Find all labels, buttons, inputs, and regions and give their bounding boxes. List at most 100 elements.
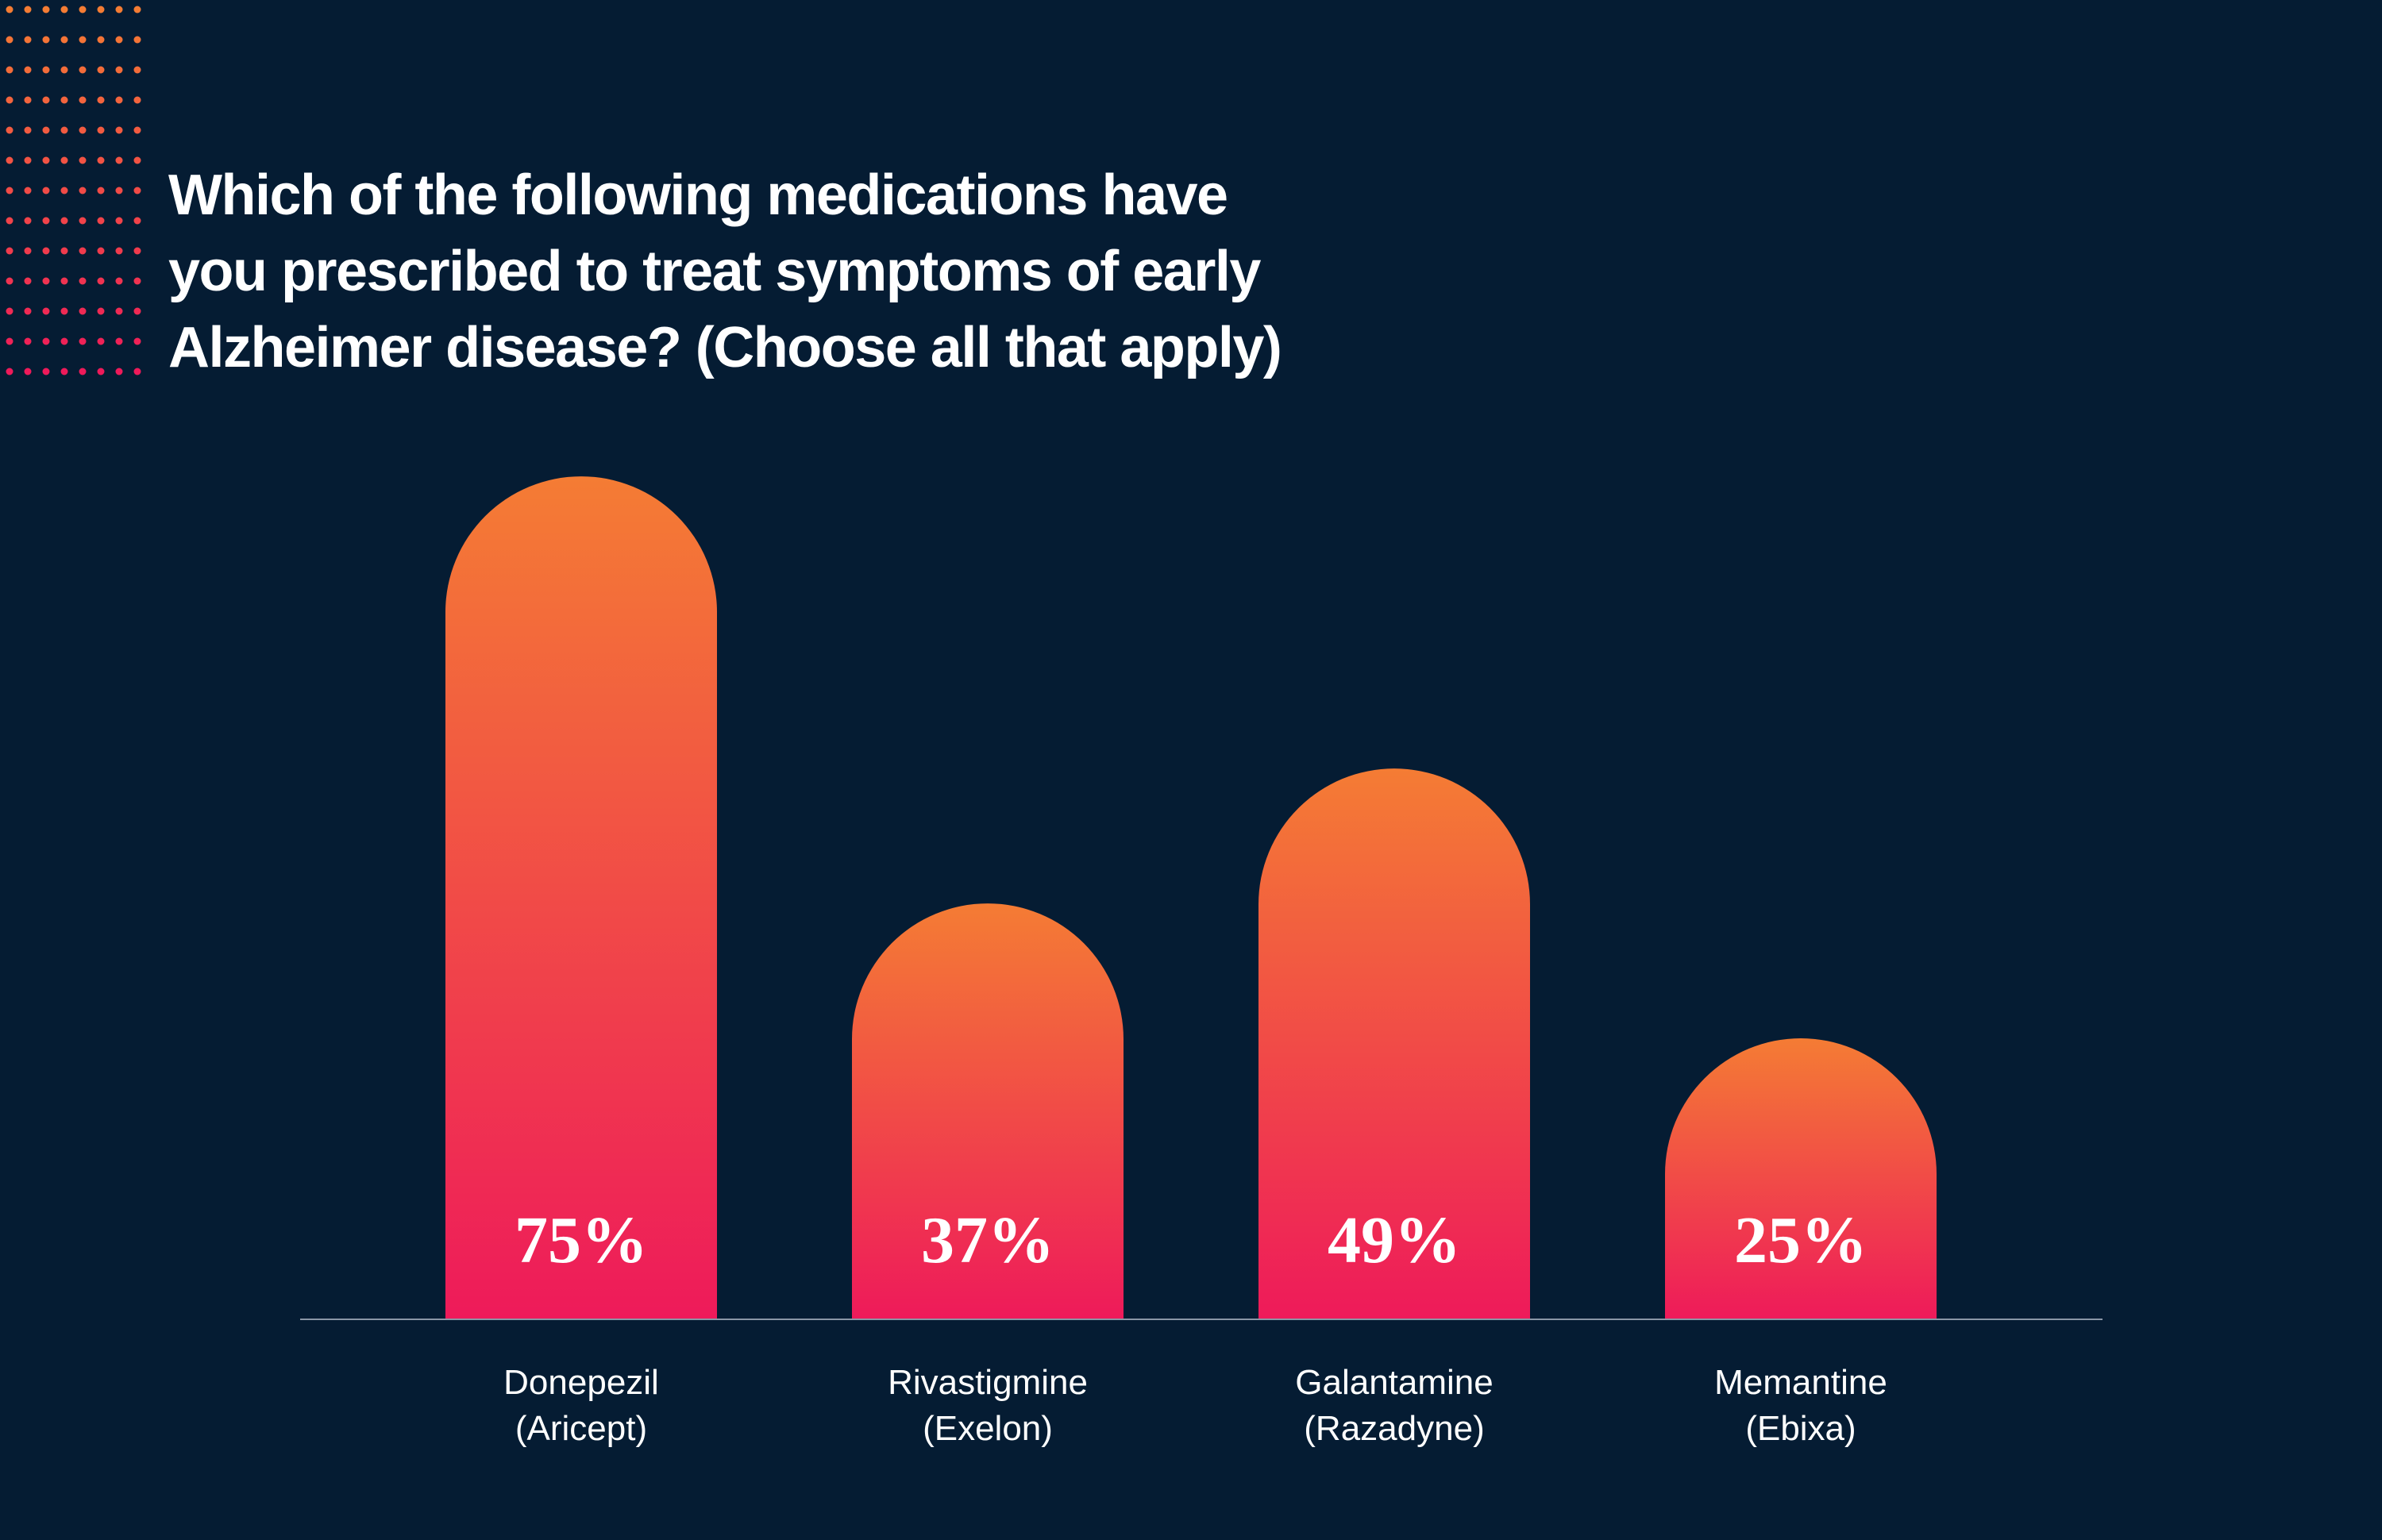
decorative-dot — [24, 217, 32, 225]
chart-title: Which of the following medications have … — [168, 157, 1518, 386]
decorative-dot — [97, 36, 105, 44]
decorative-dot — [115, 217, 123, 225]
chart-title-line-3: Alzheimer disease? (Choose all that appl… — [168, 316, 1282, 379]
decorative-dot — [133, 96, 141, 104]
decorative-dot — [79, 96, 87, 104]
decorative-dot — [133, 277, 141, 285]
decorative-dot — [60, 307, 68, 315]
decorative-dot — [115, 36, 123, 44]
decorative-dot — [79, 337, 87, 345]
decorative-dot — [115, 96, 123, 104]
decorative-dot — [24, 337, 32, 345]
decorative-dot — [24, 36, 32, 44]
decorative-dot — [6, 187, 13, 194]
bar-value-label: 49% — [1328, 1203, 1461, 1277]
decorative-dot — [42, 187, 50, 194]
decorative-dot — [133, 247, 141, 255]
decorative-dot — [24, 6, 32, 13]
decorative-dot — [60, 368, 68, 375]
decorative-dot — [97, 126, 105, 134]
decorative-dot — [115, 368, 123, 375]
decorative-dot — [42, 66, 50, 74]
decorative-dot — [42, 247, 50, 255]
decorative-dot — [97, 247, 105, 255]
bar — [1258, 768, 1530, 1319]
decorative-dot — [133, 66, 141, 74]
decorative-dot — [6, 126, 13, 134]
chart-title-line-2: you prescribed to treat symptoms of earl… — [168, 240, 1261, 303]
decorative-dot — [42, 368, 50, 375]
category-label: Donepezil — [503, 1363, 659, 1402]
decorative-dot — [97, 187, 105, 194]
decorative-dot — [42, 126, 50, 134]
decorative-dot — [97, 96, 105, 104]
decorative-dot — [24, 277, 32, 285]
decorative-dot — [79, 217, 87, 225]
decorative-dot — [79, 368, 87, 375]
decorative-dot — [6, 36, 13, 44]
bar — [445, 476, 717, 1319]
decorative-dot — [6, 96, 13, 104]
decorative-dot — [97, 217, 105, 225]
decorative-dot — [6, 277, 13, 285]
decorative-dot — [133, 6, 141, 13]
decorative-dot — [60, 217, 68, 225]
decorative-dot — [115, 307, 123, 315]
decorative-dot — [79, 187, 87, 194]
decorative-dot — [60, 156, 68, 164]
decorative-dot — [79, 66, 87, 74]
decorative-dot — [115, 6, 123, 13]
category-sublabel: (Razadyne) — [1304, 1409, 1484, 1448]
decorative-dot — [24, 187, 32, 194]
bar-value-label: 25% — [1734, 1203, 1867, 1277]
decorative-dot — [42, 96, 50, 104]
decorative-dot — [6, 337, 13, 345]
decorative-dot — [115, 277, 123, 285]
decorative-dot — [133, 126, 141, 134]
decorative-dot — [79, 277, 87, 285]
decorative-dot — [133, 36, 141, 44]
decorative-dot — [97, 307, 105, 315]
decorative-dot — [24, 66, 32, 74]
decorative-dot — [60, 66, 68, 74]
decorative-dot — [6, 368, 13, 375]
decorative-dot — [42, 217, 50, 225]
decorative-dot — [79, 36, 87, 44]
decorative-dot — [79, 6, 87, 13]
decorative-dot — [133, 337, 141, 345]
decorative-dot — [97, 277, 105, 285]
decorative-dot — [79, 307, 87, 315]
category-labels-group: Donepezil (Aricept) Rivastigmine (Exelon) Ga… — [503, 1363, 1887, 1448]
decorative-dot — [97, 156, 105, 164]
decorative-dot — [115, 66, 123, 74]
decorative-dot — [24, 247, 32, 255]
decorative-dot — [60, 277, 68, 285]
decorative-dot — [24, 156, 32, 164]
decorative-dot-grid — [6, 6, 141, 375]
decorative-dot — [115, 156, 123, 164]
decorative-dot — [42, 6, 50, 13]
decorative-dot — [115, 126, 123, 134]
bars-group: 75% 37% 49% 25% — [445, 476, 1937, 1319]
decorative-dot — [24, 96, 32, 104]
decorative-dot — [42, 307, 50, 315]
decorative-dot — [42, 277, 50, 285]
decorative-dot — [6, 66, 13, 74]
category-label: Rivastigmine — [888, 1363, 1088, 1402]
bar-value-label: 37% — [921, 1203, 1054, 1277]
decorative-dot — [79, 156, 87, 164]
category-sublabel: (Ebixa) — [1745, 1409, 1856, 1448]
decorative-dot — [97, 6, 105, 13]
decorative-dot — [133, 217, 141, 225]
decorative-dot — [115, 187, 123, 194]
decorative-dot — [115, 337, 123, 345]
category-label: Memantine — [1714, 1363, 1887, 1402]
decorative-dot — [79, 126, 87, 134]
decorative-dot — [60, 96, 68, 104]
decorative-dot — [97, 66, 105, 74]
decorative-dot — [6, 6, 13, 13]
decorative-dot — [97, 368, 105, 375]
decorative-dot — [6, 217, 13, 225]
